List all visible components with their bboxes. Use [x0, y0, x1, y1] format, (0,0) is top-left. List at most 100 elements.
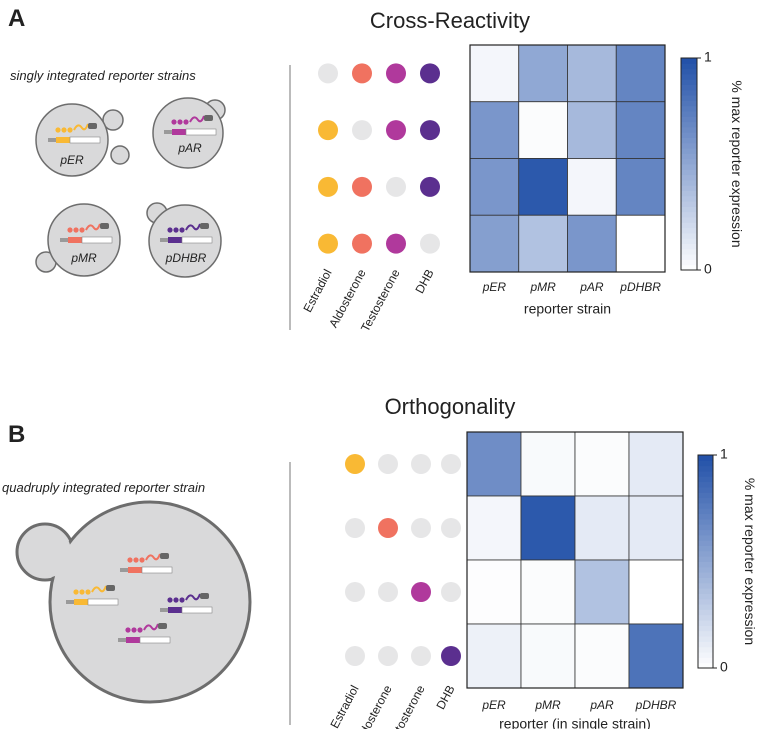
colorbar-step [698, 598, 713, 605]
colorbar-step [681, 254, 697, 260]
heatmap-cell [574, 623, 630, 689]
colorbar-step [698, 614, 713, 621]
ligand-dot [378, 646, 398, 666]
panel-letter: A [8, 5, 25, 32]
heatmap-frame [466, 431, 684, 689]
colorbar-step [698, 582, 713, 589]
colorbar-step [698, 540, 713, 547]
x-axis-label: reporter (in single strain) [499, 716, 651, 729]
colorbar-step [698, 620, 713, 626]
heatmap-cell [628, 559, 684, 625]
colorbar-step [698, 470, 713, 477]
heatmap-cell [628, 495, 684, 561]
ligand-dot [420, 176, 440, 197]
ligand-dot [378, 454, 398, 474]
colorbar-step [681, 132, 697, 138]
ligand-dot [352, 120, 372, 141]
heatmap-cell [615, 44, 666, 103]
colorbar-step [681, 243, 697, 250]
strain-label: pAR [177, 141, 202, 155]
x-tick-label: pER [481, 698, 506, 712]
heatmap-cell [518, 101, 568, 159]
strain-label: pMR [70, 251, 97, 265]
colorbar-step [698, 566, 713, 573]
colorbar-step [698, 577, 713, 584]
colorbar-step [681, 238, 697, 244]
colorbar-step [681, 116, 697, 123]
heatmap-cell [518, 214, 568, 273]
panel-caption: singly integrated reporter strains [10, 68, 196, 83]
colorbar-step [681, 222, 697, 229]
ligand-dot [441, 582, 461, 602]
ligand-dot [345, 646, 365, 666]
colorbar-step [681, 185, 697, 191]
heatmap-cell [518, 158, 568, 216]
ligand-dot [411, 646, 431, 666]
colorbar-step [681, 259, 697, 266]
colorbar-label: % max reporter expression [742, 478, 758, 645]
colorbar-frame [697, 454, 714, 669]
colorbar-step [698, 492, 713, 499]
colorbar-tick-label: 0 [720, 659, 728, 675]
colorbar-step [698, 646, 713, 653]
colorbar-tick-label: 0 [704, 261, 712, 277]
ligand-label: DHB [433, 683, 457, 712]
colorbar-step [681, 148, 697, 154]
colorbar-step [698, 518, 713, 525]
colorbar-step [681, 100, 697, 107]
ligand-dot [420, 120, 440, 141]
ligand-dot [411, 518, 431, 538]
colorbar-step [681, 121, 697, 128]
colorbar-step [698, 545, 713, 552]
heatmap-cell [574, 495, 630, 561]
colorbar-step [681, 169, 697, 176]
colorbar-step [698, 561, 713, 568]
heatmap-cell [567, 44, 617, 103]
heatmap-cell [520, 623, 576, 689]
colorbar-step [698, 662, 713, 669]
heatmap-cell [469, 101, 520, 159]
colorbar-step [698, 630, 713, 637]
colorbar-step [681, 201, 697, 207]
heatmap-cell [574, 559, 630, 625]
heatmap-cell [520, 431, 576, 497]
colorbar-step [698, 609, 713, 616]
colorbar-step [681, 79, 697, 85]
x-tick-label: pAR [589, 698, 614, 712]
colorbar-step [681, 153, 697, 160]
heatmap-cell [518, 44, 568, 103]
colorbar-step [681, 89, 697, 96]
ligand-dot [318, 120, 338, 141]
colorbar-tick-label: 1 [704, 49, 712, 65]
colorbar-step [681, 105, 697, 112]
colorbar-step [698, 513, 713, 520]
heatmap-cell [567, 101, 617, 159]
x-tick-label: pER [482, 280, 507, 294]
heatmap-cell [469, 214, 520, 273]
heatmap-cell [628, 431, 684, 497]
colorbar-step [698, 476, 713, 483]
ligand-label: Estradiol [300, 267, 334, 315]
colorbar-step [698, 465, 713, 472]
ligand-dot [378, 582, 398, 602]
colorbar-step [698, 604, 713, 610]
ligand-dot [386, 176, 406, 197]
colorbar-tick-label: 1 [720, 446, 728, 462]
panel-caption: quadruply integrated reporter strain [2, 480, 205, 495]
colorbar-step [681, 137, 697, 144]
heatmap-cell [466, 623, 522, 689]
heatmap-frame [469, 44, 666, 273]
chart-title: Cross-Reactivity [370, 8, 530, 33]
heatmap-cell [466, 495, 522, 561]
heatmap-cell [469, 158, 520, 216]
colorbar-step [698, 502, 713, 509]
heatmap-cell [615, 101, 666, 159]
x-axis-label: reporter strain [524, 301, 611, 317]
colorbar-step [681, 73, 697, 80]
ligand-dot [420, 233, 440, 254]
heatmap-cell [628, 623, 684, 689]
ligand-dot [352, 176, 372, 197]
colorbar-step [681, 206, 697, 213]
colorbar-step [698, 636, 713, 642]
